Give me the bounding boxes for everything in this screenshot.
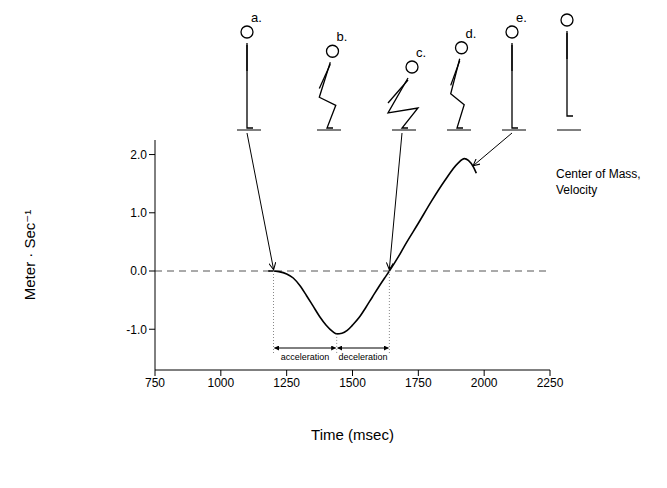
svg-text:2000: 2000	[471, 376, 498, 390]
svg-text:Velocity: Velocity	[556, 183, 597, 197]
svg-text:2250: 2250	[537, 376, 564, 390]
svg-text:a.: a.	[251, 10, 262, 25]
svg-text:Time (msec): Time (msec)	[311, 426, 394, 443]
svg-text:b.: b.	[337, 29, 348, 44]
svg-text:Center of Mass,: Center of Mass,	[556, 167, 641, 181]
svg-text:1750: 1750	[405, 376, 432, 390]
svg-text:1250: 1250	[273, 376, 300, 390]
svg-text:0.0: 0.0	[130, 264, 147, 278]
svg-text:1500: 1500	[339, 376, 366, 390]
svg-text:c.: c.	[416, 45, 426, 60]
svg-text:1.0: 1.0	[130, 206, 147, 220]
svg-text:2.0: 2.0	[130, 148, 147, 162]
svg-text:d.: d.	[466, 26, 477, 41]
svg-text:e.: e.	[516, 10, 527, 25]
svg-text:-1.0: -1.0	[126, 323, 147, 337]
svg-text:1000: 1000	[207, 376, 234, 390]
svg-text:deceleration: deceleration	[339, 352, 388, 362]
svg-text:Meter · Sec⁻¹: Meter · Sec⁻¹	[21, 210, 38, 300]
svg-text:acceleration: acceleration	[281, 352, 330, 362]
svg-text:750: 750	[145, 376, 165, 390]
